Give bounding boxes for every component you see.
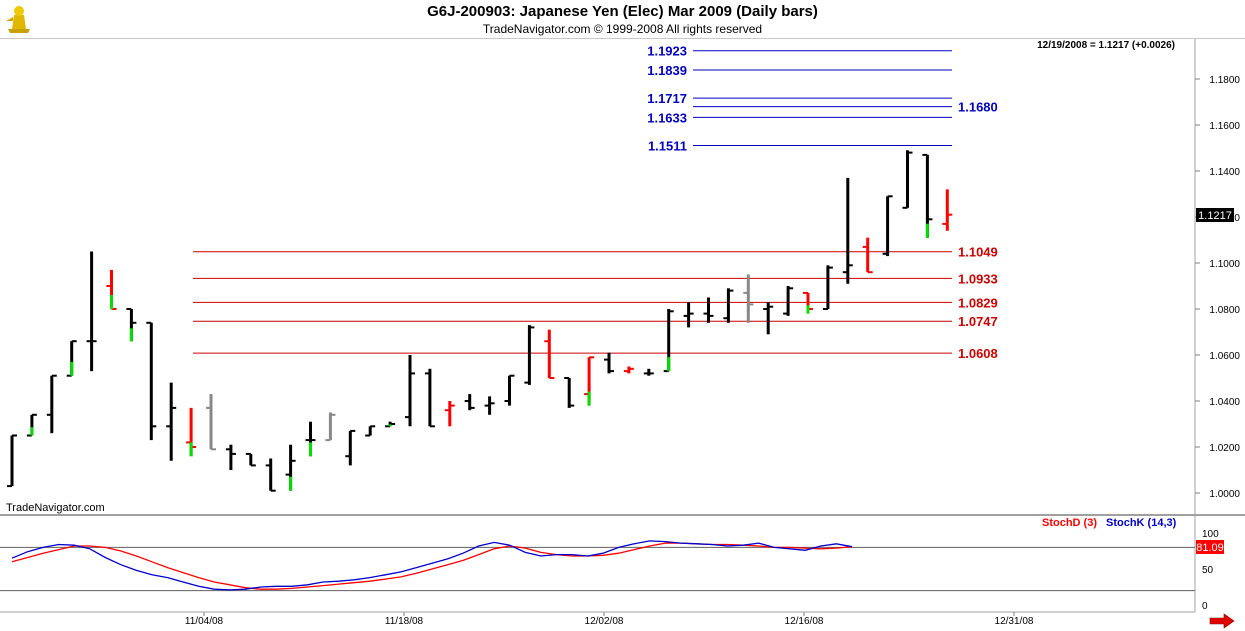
price-bar — [604, 352, 614, 374]
target-level-label: 1.1839 — [647, 63, 687, 78]
target-level-label: 1.1717 — [647, 91, 687, 106]
chart-subtitle: TradeNavigator.com © 1999-2008 All right… — [482, 22, 763, 36]
price-bar — [504, 374, 515, 406]
last-info-text: 12/19/2008 = 1.1217 (+0.0026) — [1037, 40, 1175, 51]
stoch-k-line — [11, 540, 853, 591]
chart-title: G6J-200903: Japanese Yen (Elec) Mar 2009… — [427, 3, 818, 20]
price-bar — [225, 444, 236, 470]
price-bar — [424, 368, 435, 428]
price-bar — [703, 297, 714, 323]
price-bar — [86, 251, 97, 372]
date-tick-label: 12/02/08 — [585, 616, 624, 627]
date-tick-label: 12/16/08 — [785, 616, 824, 627]
price-bars-group — [7, 150, 953, 492]
price-bar — [365, 425, 376, 437]
target-level-label: 1.1633 — [647, 110, 687, 125]
stoch-tick-label: 50 — [1202, 565, 1214, 576]
last-stoch-label: 81.09 — [1196, 542, 1224, 554]
title-bar: G6J-200903: Japanese Yen (Elec) Mar 2009… — [0, 0, 1245, 39]
price-bar — [882, 195, 893, 257]
stoch-d-legend: StochD (3) — [1042, 517, 1097, 529]
last-price-label: 1.1217 — [1198, 210, 1232, 222]
watermark-text: TradeNavigator.com — [6, 502, 105, 514]
price-bar — [842, 177, 853, 284]
level-lines-group: 1.1923 1.1839 1.1717 1.1680 1.1633 1.1511 1.10… — [193, 44, 998, 361]
price-tick-label: 1.0200 — [1209, 443, 1240, 454]
price-bar — [743, 274, 754, 323]
price-bar — [584, 356, 595, 406]
price-bar — [484, 396, 495, 415]
support-level-label: 1.0829 — [958, 295, 998, 310]
last-stoch-box — [1196, 540, 1224, 554]
price-bar — [7, 434, 17, 488]
support-level-label: 1.0747 — [958, 314, 998, 329]
price-bar — [46, 374, 57, 434]
price-bar — [683, 302, 694, 328]
price-bar — [146, 321, 157, 441]
price-bar — [763, 302, 774, 335]
stoch-d-line — [11, 542, 853, 590]
price-bar — [285, 444, 296, 491]
price-bar — [922, 153, 933, 238]
price-bar — [26, 413, 37, 437]
price-bar — [783, 286, 794, 316]
price-tick-label: 1.0800 — [1209, 305, 1240, 316]
price-bar — [663, 309, 674, 373]
price-bar — [623, 366, 634, 374]
price-tick-label: 1.1000 — [1209, 259, 1240, 270]
target-level-label: 1.1923 — [647, 44, 687, 59]
last-price-box — [1196, 208, 1234, 222]
price-bar — [524, 325, 535, 385]
date-tick-label: 12/31/08 — [995, 616, 1034, 627]
price-tick-label: 1.1400 — [1209, 167, 1240, 178]
price-bar — [564, 377, 575, 408]
price-bar — [822, 265, 833, 310]
price-bar — [166, 382, 177, 461]
price-bar — [245, 452, 256, 467]
price-bar — [345, 429, 356, 466]
stoch-tick-label: 0 — [1202, 601, 1208, 612]
date-tick-label: 11/04/08 — [185, 616, 224, 627]
target-level-label: 1.1511 — [648, 138, 687, 153]
price-tick-label: 1.0000 — [1209, 489, 1240, 500]
price-bar — [862, 237, 873, 274]
price-axis-panel — [1195, 38, 1245, 631]
scroll-right-arrow-icon[interactable] — [1208, 613, 1236, 629]
price-bar — [902, 150, 913, 209]
price-bar — [444, 401, 455, 427]
price-bar — [385, 421, 396, 428]
price-bar — [206, 394, 216, 451]
price-tick-label: 1.1800 — [1209, 75, 1240, 86]
stochastic-group: 100 50 0 — [0, 529, 1219, 612]
price-bar — [265, 458, 276, 492]
price-bar — [544, 329, 555, 379]
stoch-tick-label: 100 — [1202, 529, 1219, 540]
price-tick-label: 1.1600 — [1209, 121, 1240, 132]
target-level-label: 1.1680 — [958, 100, 998, 115]
support-level-label: 1.0608 — [958, 346, 998, 361]
date-tick-label: 11/18/08 — [385, 616, 424, 627]
price-bar — [186, 407, 197, 457]
price-bar — [126, 308, 137, 342]
stoch-k-legend: StochK (14,3) — [1106, 517, 1177, 529]
price-tick-label: 1.0400 — [1209, 397, 1240, 408]
price-bar — [66, 340, 77, 377]
price-panel — [0, 38, 1195, 515]
support-level-label: 1.1049 — [958, 245, 998, 260]
price-bar — [405, 355, 415, 427]
price-bar — [942, 189, 953, 231]
price-bar — [723, 288, 734, 323]
price-bar — [106, 269, 117, 310]
tradenavigator-logo-icon — [6, 6, 30, 33]
price-tick-label: 1.0600 — [1209, 351, 1240, 362]
price-bar — [803, 291, 813, 314]
date-tick-group: 11/04/08 11/18/08 12/02/08 12/16/08 12/31/08 — [185, 612, 1034, 627]
price-bar — [325, 412, 336, 442]
price-bar — [643, 368, 654, 376]
price-bar — [464, 394, 475, 411]
support-level-label: 1.0933 — [958, 271, 998, 286]
price-bar — [305, 421, 316, 457]
